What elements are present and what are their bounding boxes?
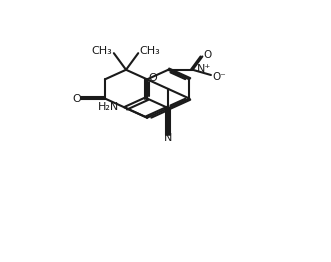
Text: O: O [72, 94, 81, 103]
Text: N: N [164, 133, 172, 143]
Text: H₂N: H₂N [98, 102, 119, 112]
Text: CH₃: CH₃ [92, 46, 113, 56]
Text: N⁺: N⁺ [197, 64, 212, 74]
Text: CH₃: CH₃ [139, 46, 160, 56]
Text: O⁻: O⁻ [212, 72, 226, 82]
Text: O: O [148, 73, 157, 83]
Text: O: O [204, 51, 212, 61]
